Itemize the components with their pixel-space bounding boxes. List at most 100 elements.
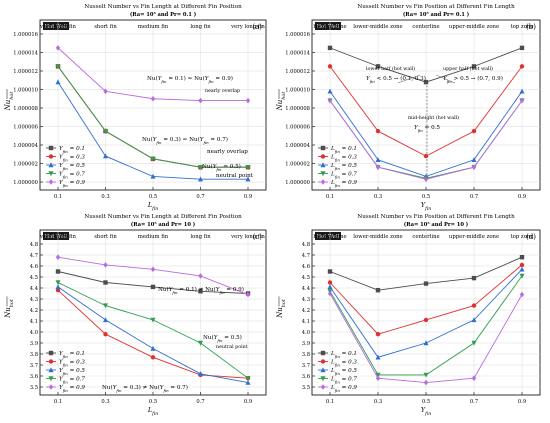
data-point [198,340,203,346]
y-tick-label: 3.8 [30,352,38,358]
legend-marker [320,359,326,364]
x-tick-label: 0.7 [196,194,204,200]
data-point [245,97,251,104]
legend-marker [48,154,54,159]
x-top-category-label: long fin [190,24,211,30]
legend-entry: Lfin = 0.9 [330,180,357,188]
legend-marker [320,154,326,159]
legend-marker [320,162,326,168]
annotation: Nu(Yfin = 0.3) ≠ Nu(Yfin = 0.7) [102,384,188,393]
legend-marker [48,359,54,364]
x-tick-label: 0.1 [326,399,334,405]
x-top-category-label: short fin [94,234,117,240]
x-tick-label: 0.7 [196,399,204,405]
y-tick-label: 3.5 [30,385,38,391]
legend-entry: Yfin = 0.5 [59,163,85,171]
data-point [423,379,429,386]
x-tick-label: 0.5 [422,399,430,405]
legend-marker [48,350,54,356]
y-tick-label: 1.000004 [285,143,310,149]
chart-title: Nusselt Number vs Fin Position at Differ… [357,214,515,220]
x-tick-label: 0.1 [326,194,334,200]
legend-marker [320,350,326,356]
x-top-category-label: short fin [94,24,117,30]
annotation-pointer [435,74,456,84]
y-axis-label: Nuhot [4,299,15,319]
x-top-category-label: lower-middle zone [353,24,402,30]
data-point [423,79,429,85]
data-point [327,284,333,290]
data-point [375,128,381,134]
x-tick-label: 0.3 [374,194,382,200]
data-point [327,269,333,274]
chart-title: Nusselt Number vs Fin Length at Differen… [84,214,242,220]
y-tick-label: 4.8 [302,242,310,248]
x-tick-label: 0.5 [149,194,157,200]
hot-wall-badge-label: Hot Wall [317,24,340,30]
legend-entry: Lfin = 0.7 [330,172,357,180]
y-tick-label: 4.0 [302,330,310,336]
x-top-category-label: top zone [511,24,534,30]
data-point [103,332,108,337]
annotation: mid-height (hot wall) [408,114,459,121]
data-point [150,266,156,273]
annotation: Nu(Yfin = 0.5) [203,334,242,343]
y-tick-label: 3.6 [302,374,310,380]
data-point [55,64,61,70]
data-point [471,317,477,323]
chart-panel-1: Nusselt Number vs Fin Position at Differ… [276,4,541,212]
y-tick-label: 4.7 [302,253,310,259]
legend-entry: Lfin = 0.7 [330,377,357,385]
y-tick-label: 1.000012 [285,69,310,75]
data-point [55,79,61,85]
data-point [103,128,108,134]
annotation: Nu(Yfin = 0.3) ≈ Nu(Yfin = 0.7) [142,136,228,145]
annotation: nearly overlap [205,88,240,94]
x-tick-label: 0.3 [101,399,109,405]
legend-marker [48,171,54,177]
x-axis-label: Lfin [147,201,158,212]
y-tick-label: 4.3 [30,297,38,303]
data-point [150,173,156,179]
x-tick-label: 0.9 [518,194,526,200]
data-point [471,375,477,381]
hot-wall-badge-label: Hot Wall [45,234,68,240]
legend-entry: Lfin = 0.1 [330,146,357,154]
data-point [519,88,525,94]
y-tick-label: 1.000002 [285,161,310,167]
legend-marker [320,179,326,185]
data-point [150,355,156,360]
data-point [245,379,251,385]
legend-entry: Lfin = 0.9 [330,385,357,393]
data-point [423,372,429,378]
data-point [150,317,156,323]
data-point [150,95,156,102]
data-point [150,156,156,162]
y-tick-label: 4.0 [30,330,38,336]
y-tick-label: 4.2 [30,308,38,314]
legend-entry: Lfin = 0.5 [330,163,357,171]
data-point [519,291,525,298]
data-point [327,290,333,297]
y-tick-label: 1.000016 [13,32,38,38]
data-point [375,288,381,293]
legend-entry: Yfin = 0.1 [59,146,85,154]
y-tick-label: 1.000006 [13,124,38,130]
x-top-category-label: upper-middle zone [449,234,499,240]
legend-entry: Yfin = 0.3 [59,360,85,368]
data-point [519,262,525,268]
x-top-category-label: lower-middle zone [353,234,402,240]
x-top-category-label: bottom zone [313,234,346,240]
chart-subtitle: (Ra= 10⁵ and Pr= 0.1 ) [130,11,196,18]
x-axis-label: Lfin [147,406,158,417]
chart-panel-2: Nusselt Number vs Fin Length at Differen… [4,214,267,417]
x-top-category-label: upper-middle zone [449,24,499,30]
data-point [245,291,251,298]
data-point [471,164,477,170]
legend-marker [48,376,54,382]
x-tick-label: 0.3 [374,399,382,405]
data-point [55,45,61,51]
annotation-pointer [397,74,421,84]
data-point [327,97,333,104]
